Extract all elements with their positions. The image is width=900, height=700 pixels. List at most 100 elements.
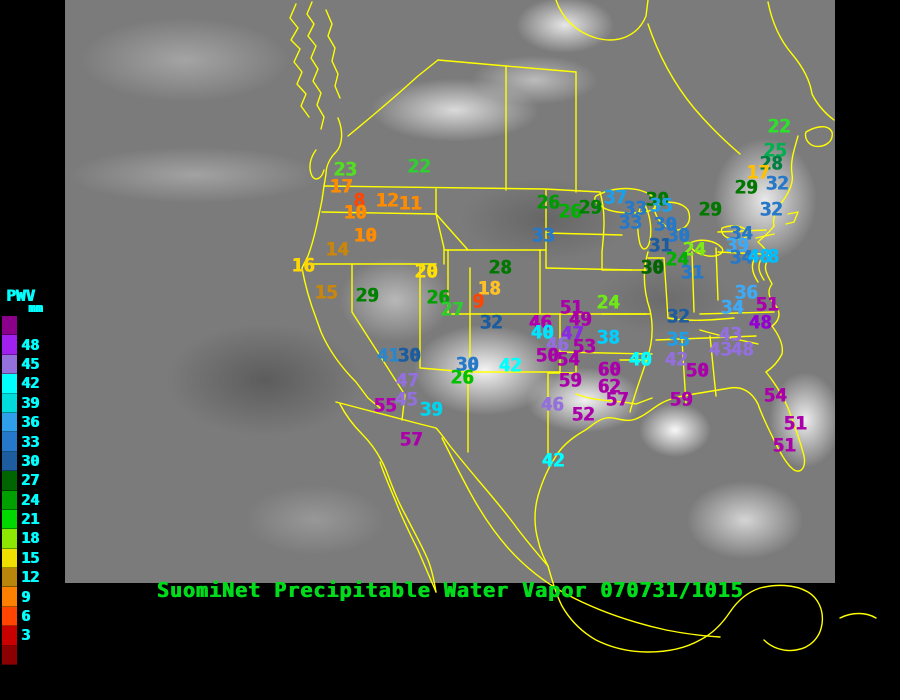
- legend-swatch: [2, 548, 17, 569]
- pwv-station-value: 30: [645, 188, 669, 211]
- border-il-in: [663, 257, 669, 319]
- pwv-station-value: 54: [556, 348, 580, 371]
- pwv-station-value: 16: [291, 254, 315, 277]
- pwv-station-value: 15: [314, 281, 338, 304]
- pwv-station-value: 8: [767, 245, 779, 268]
- pwv-station-value: 38: [596, 326, 620, 349]
- border-in-oh: [691, 251, 695, 313]
- pwv-station-value: 10: [353, 224, 377, 247]
- pwv-station-value: 26: [450, 366, 474, 389]
- pwv-station-value: 60: [597, 358, 621, 381]
- pwv-station-value: 33: [618, 211, 642, 234]
- legend-swatch: [2, 316, 17, 336]
- pwv-station-value: 47: [560, 322, 584, 345]
- pwv-station-value: 9: [472, 290, 484, 313]
- pwv-station-value: 17: [746, 161, 770, 184]
- pwv-station-value: 30: [397, 344, 421, 367]
- lake-huron: [654, 201, 691, 231]
- pwv-station-value: 59: [669, 388, 693, 411]
- legend-swatch: [2, 606, 17, 627]
- legend-scale: 48 45 42 39 36 33 30 27 24 21 18 15 12 9 6 3: [2, 316, 64, 666]
- legend-swatch: [2, 412, 17, 433]
- pwv-station-value: 51: [559, 296, 583, 319]
- pwv-station-value: 32: [765, 172, 789, 195]
- pwv-station-value: 32: [666, 305, 690, 328]
- pwv-station-value: 17: [329, 175, 353, 198]
- border-ms-al: [681, 339, 687, 405]
- pwv-station-value: 31: [648, 234, 672, 257]
- coast-mexico-gulf: [547, 565, 824, 653]
- legend-band-label: 33: [21, 432, 40, 451]
- pwv-station-value: 46: [528, 311, 552, 334]
- river-mississippi: [629, 251, 653, 413]
- pwv-station-value: 25: [763, 139, 787, 162]
- pwv-station-value: 37: [603, 186, 627, 209]
- image-title: SuomiNet Precipitable Water Vapor 070731…: [156, 578, 744, 602]
- pwv-station-value: 28: [488, 256, 512, 279]
- lake-michigan: [637, 204, 652, 250]
- border-tn-south: [655, 335, 757, 341]
- legend-swatch: [2, 451, 17, 472]
- border-wa-or: [321, 211, 437, 215]
- legend-band-label: 6: [21, 607, 31, 626]
- pwv-station-value: 18: [477, 277, 501, 300]
- legend-band-9: 9: [2, 587, 64, 607]
- legend-band-label: 48: [21, 335, 40, 354]
- border-pa-md: [717, 251, 763, 255]
- legend-band-30: 30: [2, 451, 64, 472]
- pwv-station-value: 20: [414, 260, 438, 283]
- border-va-nc: [699, 311, 775, 315]
- legend-swatch: [2, 645, 17, 666]
- legend-band-label: 24: [21, 490, 40, 509]
- pwv-station-value: 48: [747, 245, 771, 268]
- pwv-station-value: 39: [419, 398, 443, 421]
- pwv-station-value: 36: [734, 281, 758, 304]
- legend-swatch: [2, 432, 17, 452]
- pwv-station-value: 42: [541, 449, 565, 472]
- pwv-station-value: 24: [682, 238, 706, 261]
- pwv-station-value: 30: [455, 353, 479, 376]
- pwv-station-value: 43: [718, 323, 742, 346]
- pwv-station-value: 33: [531, 224, 555, 247]
- legend-band-label: 45: [21, 354, 40, 373]
- legend-band-18: 18: [2, 529, 64, 549]
- cuba: [839, 612, 877, 619]
- pwv-station-value: 12: [375, 189, 399, 212]
- legend-swatch: [2, 509, 17, 530]
- pwv-station-value: 29: [734, 176, 758, 199]
- legend-band-12: 12: [2, 568, 64, 588]
- border-ca-nv: [351, 263, 406, 421]
- pwv-station-value: 43: [708, 338, 732, 361]
- coast-mexico-pacific: [441, 437, 721, 638]
- legend-band-39: 39: [2, 393, 64, 413]
- pwv-station-value: 40: [628, 348, 652, 371]
- legend-band-42: 42: [2, 374, 64, 394]
- coast-gulf-california: [379, 461, 437, 593]
- legend-band-label: 12: [21, 568, 40, 587]
- pwv-station-value: 30: [640, 256, 664, 279]
- pwv-station-value: 59: [558, 369, 582, 392]
- pwv-station-value: 33: [623, 197, 647, 220]
- vancouver-island: [309, 149, 325, 180]
- nova-scotia: [804, 126, 833, 148]
- legend-swatch: [2, 393, 17, 413]
- pwv-station-value: 47: [395, 369, 419, 392]
- pwv-station-value: 49: [568, 308, 592, 331]
- pwv-station-value: 53: [572, 335, 596, 358]
- pwv-station-value: 34: [729, 222, 753, 245]
- border-ontario-quebec: [647, 23, 741, 155]
- lake-erie: [689, 239, 724, 257]
- coast-bc: [306, 1, 325, 130]
- pwv-station-value: 50: [535, 344, 559, 367]
- pwv-station-value: 31: [680, 261, 704, 284]
- hudson-bay: [555, 0, 649, 41]
- chesapeake: [751, 257, 765, 283]
- border-red-river: [575, 393, 653, 405]
- pwv-station-value: 35: [666, 328, 690, 351]
- pwv-station-value: 48: [748, 311, 772, 334]
- legend-swatch: [2, 335, 17, 355]
- pwv-station-value: 50: [685, 359, 709, 382]
- legend-band-24: 24: [2, 490, 64, 510]
- border-ky-va: [667, 317, 735, 322]
- pwv-station-value: 30: [653, 213, 677, 236]
